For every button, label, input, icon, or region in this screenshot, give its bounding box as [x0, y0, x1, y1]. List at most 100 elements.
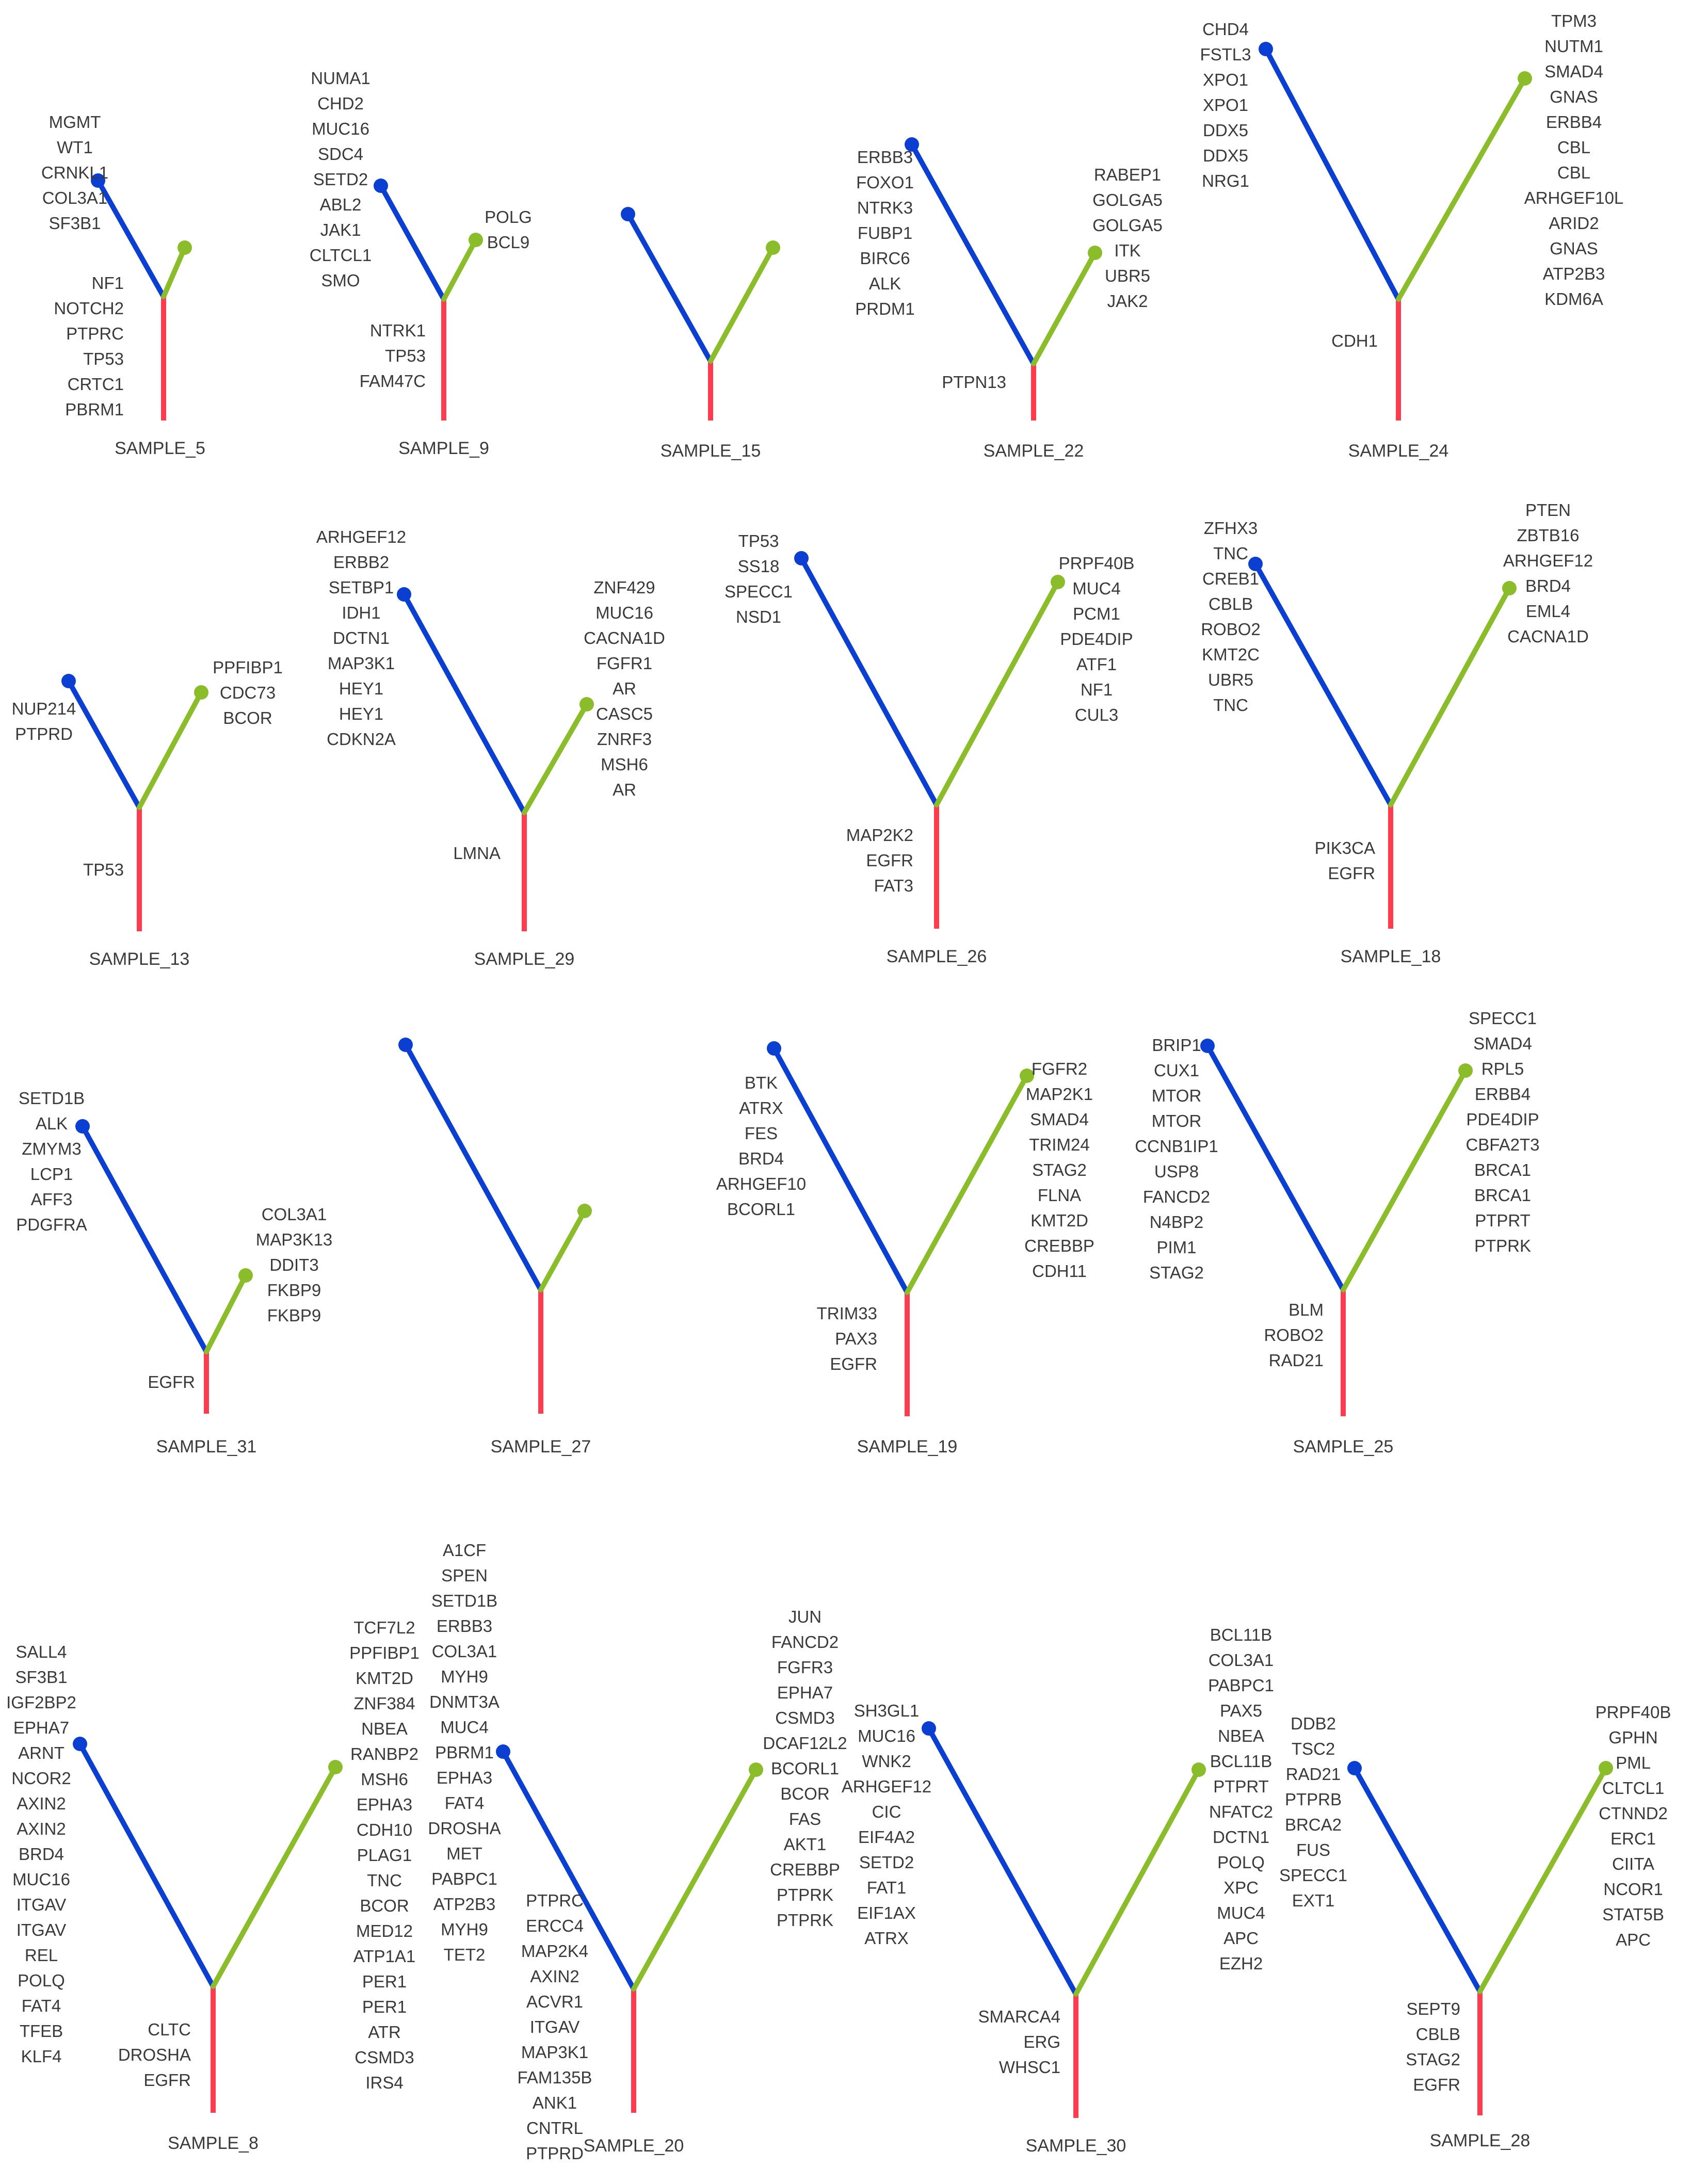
branch-b-edge — [934, 579, 1060, 807]
sample-label: SAMPLE_24 — [1348, 441, 1449, 461]
branch-b-gene-label: JAK2 — [1107, 292, 1148, 311]
branch-b-gene-label: NF1 — [1081, 680, 1113, 699]
branch-b-tip-node — [579, 697, 594, 711]
branch-b-gene-label: DCAF12L2 — [763, 1734, 847, 1753]
branch-b-gene-label: PDE4DIP — [1060, 629, 1133, 649]
tree-sample-9: NUMA1 CHD2 MUC16 SDC4 SETD2 ABL2 JAK1 CLTCL1 SMO… — [310, 69, 532, 458]
branch-a-gene-label: FAT4 — [445, 1793, 484, 1813]
branch-a-tip-node — [91, 173, 105, 188]
branch-a-tip-node — [905, 137, 919, 152]
branch-a-gene-label: ATRX — [739, 1098, 783, 1118]
branch-b-gene-label: KMT2D — [356, 1669, 413, 1688]
branch-a-gene-label: KLF4 — [21, 2047, 62, 2066]
branch-b-gene-label: PPFIBP1 — [213, 658, 283, 677]
branch-b-gene-label: CASC5 — [596, 704, 653, 723]
branch-b-gene-label: TCF7L2 — [353, 1618, 415, 1637]
branch-a-gene-label: NTRK3 — [857, 198, 913, 217]
branch-b-gene-label: AR — [613, 679, 636, 698]
tree-sample-27: SAMPLE_27 — [398, 1038, 592, 1457]
branch-a-gene-label: ATP2B3 — [433, 1895, 495, 1914]
branch-b-gene-label: GNAS — [1550, 239, 1598, 258]
branch-a-gene-label: ALK — [869, 274, 901, 293]
branch-b-gene-label: EPHA7 — [777, 1683, 833, 1702]
branch-b-tip-node — [178, 240, 192, 255]
branch-b-gene-label: NCOR1 — [1603, 1880, 1663, 1899]
branch-a-gene-label: IGF2BP2 — [6, 1693, 76, 1712]
branch-b-gene-label: KMT2D — [1030, 1211, 1088, 1230]
branch-a-edge — [378, 183, 446, 302]
branch-a-gene-label: REL — [25, 1946, 58, 1965]
sample-label: SAMPLE_25 — [1293, 1437, 1394, 1457]
branch-a-gene-label: FUBP1 — [858, 223, 912, 242]
branch-a-gene-label: IDH1 — [342, 603, 380, 622]
branch-b-gene-label: ERBB4 — [1546, 112, 1602, 132]
trunk-gene-label: ITGAV — [530, 2017, 580, 2036]
branch-b-gene-label: ARID2 — [1549, 214, 1599, 233]
branch-a-gene-label: DNMT3A — [429, 1692, 500, 1711]
branch-b-tip-node — [1088, 246, 1102, 260]
branch-a-gene-label: POLQ — [18, 1971, 65, 1990]
branch-b-edge — [441, 237, 478, 302]
branch-a-tip-node — [1200, 1039, 1215, 1053]
branch-a-gene-label: MYH9 — [441, 1920, 488, 1939]
branch-b-gene-label: FGFR3 — [777, 1658, 833, 1677]
branch-a-gene-label: MTOR — [1152, 1111, 1202, 1130]
branch-b-gene-label: NBEA — [361, 1719, 408, 1738]
branch-a-gene-label: WT1 — [57, 138, 93, 157]
branch-b-edge — [905, 1073, 1029, 1295]
branch-a-gene-label: EIF1AX — [857, 1903, 916, 1922]
branch-b-gene-label: MSH6 — [361, 1770, 408, 1789]
branch-b-tip-node — [1051, 575, 1065, 589]
branch-b-gene-label: CREBBP — [1024, 1236, 1094, 1255]
branch-b-edge — [1073, 1767, 1201, 1997]
branch-a-gene-label: SS18 — [738, 557, 780, 576]
branch-b-tip-node — [194, 685, 208, 700]
branch-a-edge — [926, 1726, 1078, 1997]
trunk-gene-label: PIK3CA — [1315, 838, 1375, 858]
branch-a-gene-label: DDX5 — [1203, 121, 1248, 140]
branch-b-gene-label: CTNND2 — [1599, 1804, 1668, 1823]
branch-a-gene-label: AFF3 — [31, 1190, 73, 1209]
trunk-gene-label: SMARCA4 — [978, 2007, 1060, 2026]
branch-a-edge — [401, 592, 527, 815]
branch-b-gene-label: COL3A1 — [262, 1205, 327, 1224]
branch-b-gene-label: PCM1 — [1073, 604, 1120, 623]
trunk-gene-label: NTRK1 — [370, 321, 426, 340]
branch-a-gene-label: FOXO1 — [856, 173, 914, 192]
branch-a-gene-label: CDKN2A — [327, 730, 396, 749]
branch-a-gene-label: ITGAV — [17, 1920, 67, 1939]
branch-a-tip-node — [767, 1041, 781, 1056]
tree-sample-29: ARHGEF12 ERBB2 SETBP1 IDH1 DCTN1 MAP3K1 HEY1 HE… — [316, 527, 665, 969]
trunk-gene-label: STAG2 — [1406, 2050, 1460, 2069]
branch-a-gene-label: SALL4 — [15, 1642, 67, 1661]
branch-a-edge — [1263, 46, 1401, 302]
branch-a-gene-label: XPO1 — [1203, 95, 1248, 115]
sample-label: SAMPLE_26 — [887, 947, 987, 966]
branch-a-edge — [403, 1042, 543, 1292]
tree-sample-15: SAMPLE_15 — [621, 207, 780, 461]
branch-b-gene-label: STAG2 — [1032, 1160, 1087, 1179]
branch-b-gene-label: BRCA1 — [1474, 1186, 1531, 1205]
tree-sample-30: SH3GL1 MUC16 WNK2 ARHGEF12 CIC EIF4A2 SETD2 FAT… — [842, 1625, 1274, 2156]
branch-b-gene-label: FLNA — [1038, 1186, 1081, 1205]
branch-b-gene-label: ATP2B3 — [1543, 264, 1605, 283]
branch-b-tip-node — [766, 240, 780, 255]
branch-a-gene-label: MTOR — [1152, 1086, 1202, 1105]
branch-b-gene-label: UBR5 — [1105, 266, 1150, 285]
branch-b-gene-label: ARHGEF10L — [1524, 188, 1624, 207]
branch-b-gene-label: MUC16 — [595, 603, 653, 622]
branch-a-gene-label: STAG2 — [1149, 1263, 1204, 1282]
branch-a-gene-label: SH3GL1 — [854, 1701, 920, 1720]
tree-sample-20: A1CF SPEN SETD1B ERBB3 COL3A1 MYH9 DNMT3A MUC4 P… — [428, 1541, 847, 2163]
trunk-gene-label: ROBO2 — [1264, 1325, 1324, 1345]
branch-b-edge — [204, 1273, 248, 1354]
branch-a-gene-label: UBR5 — [1208, 670, 1253, 689]
branch-b-tip-node — [1191, 1762, 1206, 1777]
branch-a-edge — [501, 1749, 636, 1992]
trunk-gene-label: CNTRL — [526, 2118, 583, 2138]
branch-b-gene-label: ATR — [368, 2023, 401, 2042]
branch-a-gene-label: LCP1 — [30, 1164, 73, 1184]
branch-a-tip-node — [496, 1744, 510, 1759]
branch-b-edge — [211, 1765, 338, 1989]
